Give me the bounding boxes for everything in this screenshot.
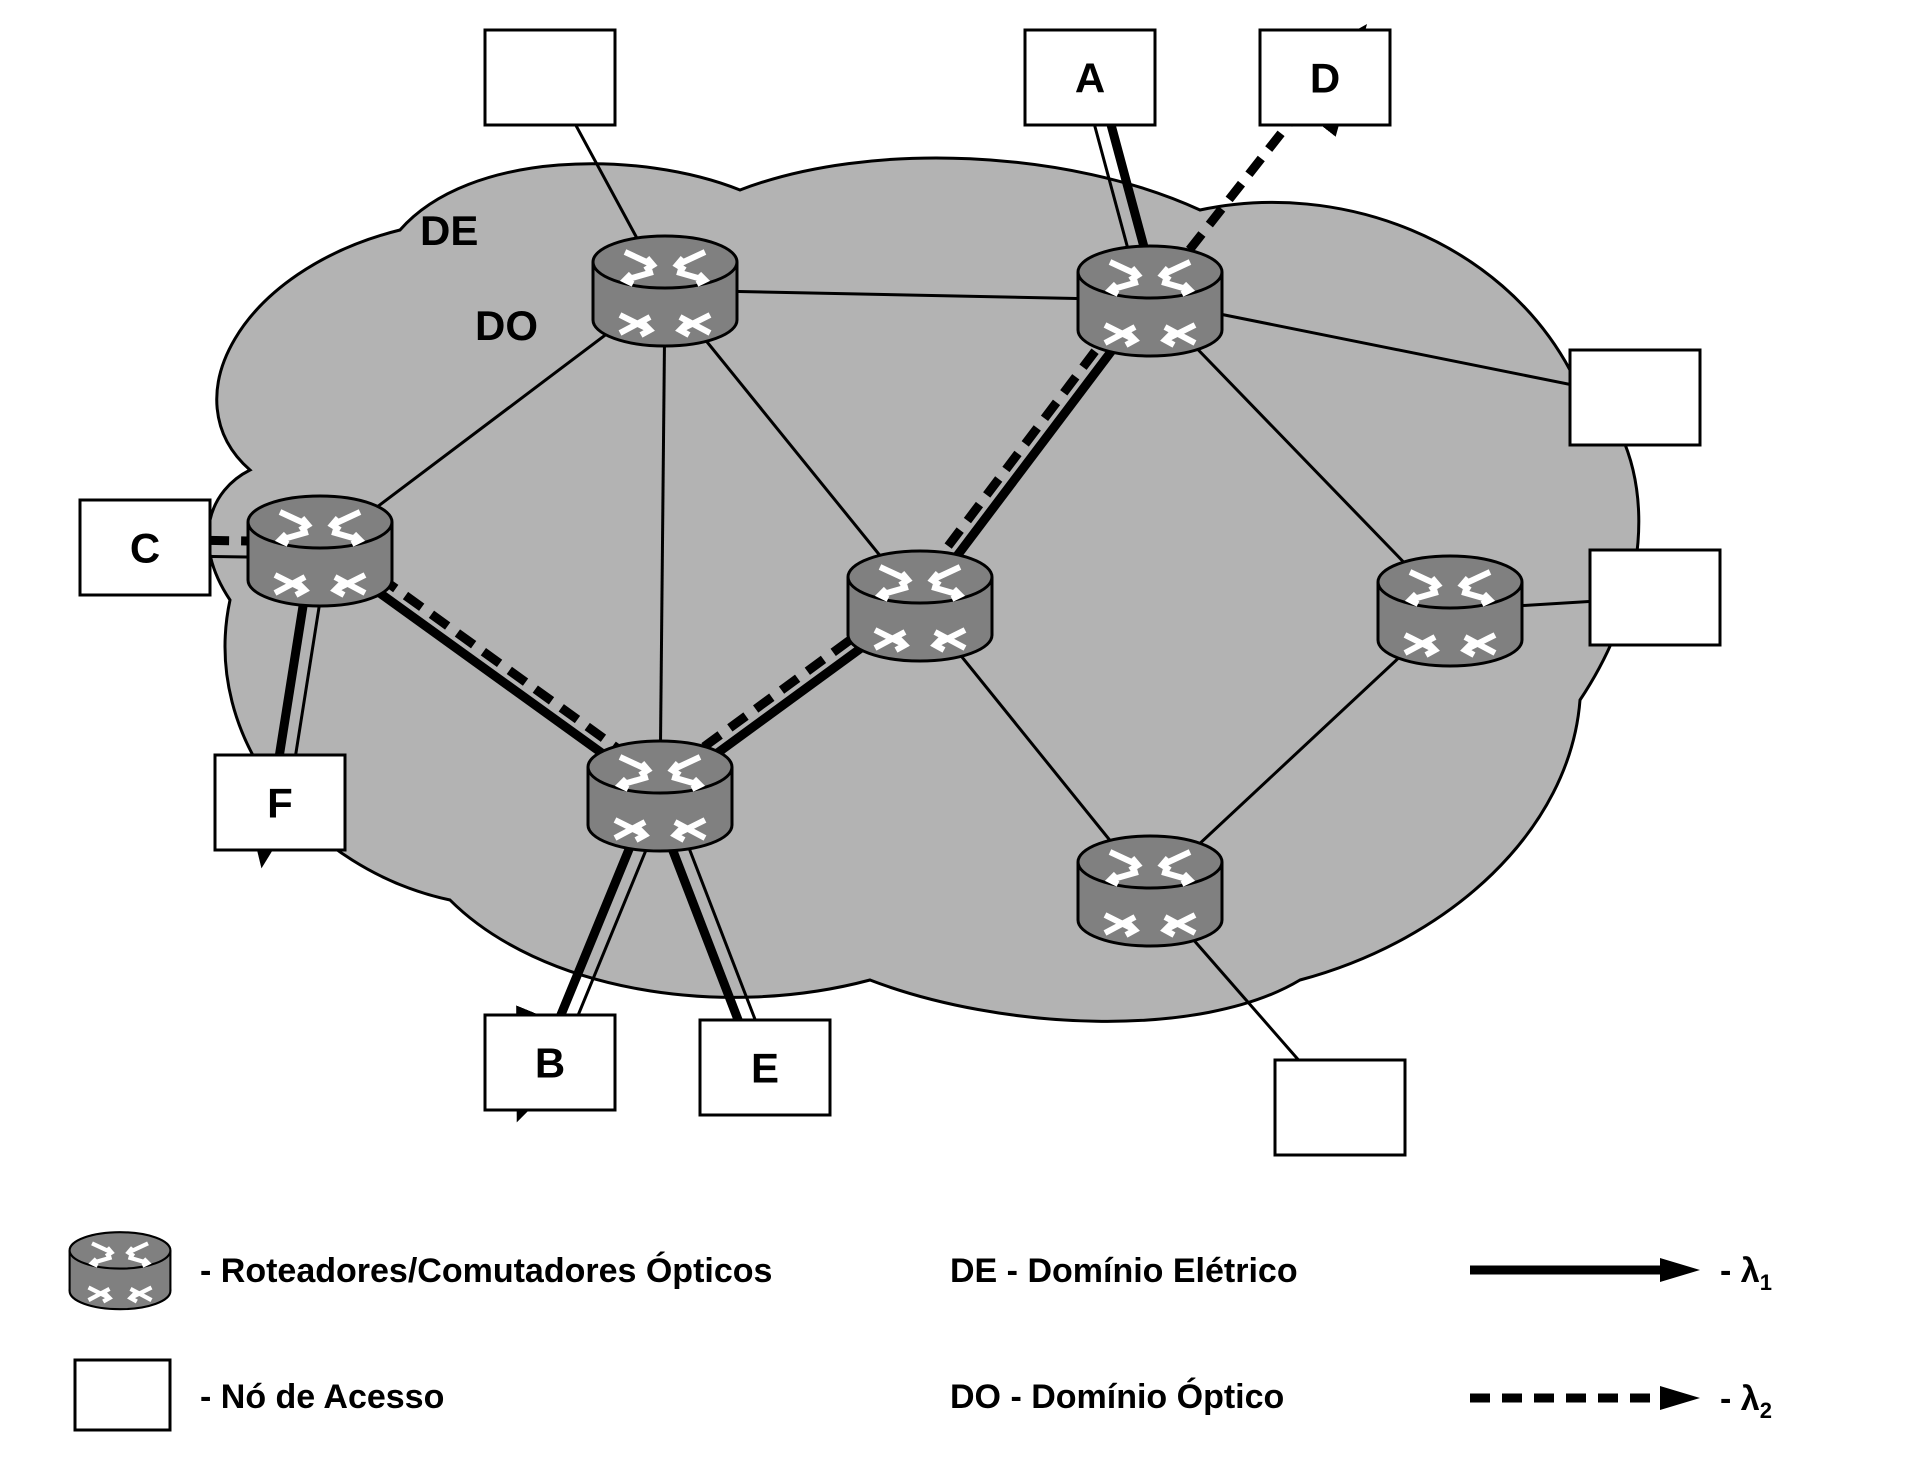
router-icon <box>848 551 992 661</box>
legend-de-text: DE - Domínio Elétrico <box>950 1252 1298 1290</box>
diagram-svg: A D C F B E DE DO - Roteadores/Comutadores Óp… <box>20 20 1927 1456</box>
access-node-label: F <box>267 780 293 827</box>
access-node-label: B <box>535 1040 565 1087</box>
legend-lambda1-arrow <box>1660 1258 1700 1282</box>
access-node <box>1590 550 1720 645</box>
router-icon <box>588 741 732 851</box>
router-icon <box>593 236 737 346</box>
legend-lambda2-arrow <box>1660 1386 1700 1410</box>
access-node <box>485 30 615 125</box>
legend-lambda2-text: - λ2 <box>1720 1380 1772 1423</box>
do-label: DO <box>475 302 538 349</box>
access-node <box>1275 1060 1405 1155</box>
router-icon <box>1078 836 1222 946</box>
legend-router-text: - Roteadores/Comutadores Ópticos <box>200 1252 772 1290</box>
access-node-label: C <box>130 525 160 572</box>
router-icon <box>1378 556 1522 666</box>
legend-box-icon <box>75 1360 170 1430</box>
access-node-label: E <box>751 1045 779 1092</box>
access-node-label: D <box>1310 55 1340 102</box>
legend-do-text: DO - Domínio Óptico <box>950 1378 1284 1416</box>
legend-router <box>70 1232 171 1309</box>
legend-access-text: - Nó de Acesso <box>200 1378 444 1416</box>
access-node <box>1570 350 1700 445</box>
access-node-label: A <box>1075 55 1105 102</box>
de-label: DE <box>420 207 478 254</box>
router-icon <box>1078 246 1222 356</box>
network-diagram: A D C F B E DE DO - Roteadores/Comutadores Óp… <box>20 20 1927 1456</box>
legend-lambda1-text: - λ1 <box>1720 1252 1772 1295</box>
router-icon <box>248 496 392 606</box>
